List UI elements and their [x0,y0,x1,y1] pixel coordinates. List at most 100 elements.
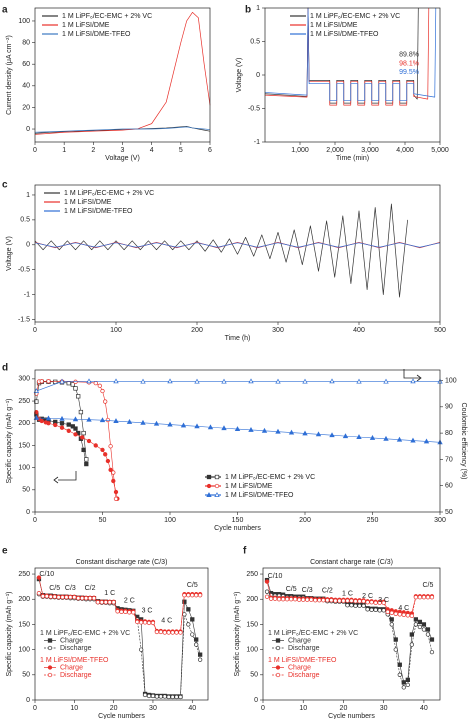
data-point [113,418,119,423]
legend-label: 1 M LiPF₆/EC-EMC + 2% VC [64,190,154,197]
data-point [84,461,89,467]
annotation: C/5 [187,582,198,589]
y-tick-label: 100 [18,18,30,25]
data-point [78,409,84,415]
annotation: 4 C [398,605,409,612]
x-axis-label: Cycle numbers [98,713,145,719]
x-tick-label: 20 [110,705,118,712]
data-point [180,422,187,428]
data-point [389,622,394,627]
y-tick-label: 100 [18,464,30,471]
data-point [86,416,92,422]
y2-tick-label: 50 [445,509,453,516]
data-point [113,378,119,384]
data-point [345,598,350,603]
data-point [83,596,89,601]
data-point [174,694,179,700]
legend-group-title: 1 M LiFSI/DME-TFEO [40,657,109,664]
data-point [280,597,286,602]
data-point [139,620,144,625]
x-tick-label: 10 [299,705,307,712]
data-point [174,630,179,635]
data-point [84,457,89,462]
data-point [417,595,423,600]
data-point [73,426,78,431]
data-point [248,378,254,384]
y-axis-label: Specific capacity (mAh g⁻¹) [6,399,13,484]
data-point [115,609,120,614]
y-axis-label: Specific capacity (mAh g⁻¹) [6,592,13,677]
data-point [297,597,302,602]
data-point [329,432,335,438]
data-point [68,595,73,600]
legend-marker [275,665,281,670]
data-point [377,608,382,613]
data-point [153,420,160,426]
x-tick-label: 10 [70,705,78,712]
data-point [369,607,374,612]
data-point [105,458,111,464]
data-point [389,610,394,615]
data-point [261,427,268,433]
y-axis-label: Voltage (V) [236,58,243,93]
data-point [393,637,398,642]
data-point [272,596,278,601]
data-point [182,599,187,604]
y-tick-label: -1 [254,139,260,146]
data-point [131,610,136,615]
annotation: C/10 [39,571,54,578]
data-point [325,598,330,603]
x-tick-label: 50 [99,517,107,524]
data-point [361,603,366,608]
annotation: 89.8% [399,52,419,59]
data-point [221,425,227,431]
series-line [36,381,117,499]
y-axis-label: Specific capacity (mAh g⁻¹) [234,592,241,677]
data-point [45,415,52,421]
y-tick-label: 0 [26,242,30,249]
x-tick-label: 300 [434,517,446,524]
data-point [197,652,203,657]
data-point [81,447,86,453]
data-point [182,612,187,617]
legend-group-title: 1 M LiPF₆/EC-EMC + 2% VC [40,630,130,637]
data-point [353,603,358,608]
x-axis-label: Voltage (V) [105,155,140,162]
data-point [413,595,419,600]
annotation: C/3 [65,585,76,592]
x-tick-label: 0 [33,705,37,712]
legend-marker [47,672,53,678]
data-point [381,608,386,613]
data-point [80,435,85,440]
data-point [150,693,156,699]
x-tick-label: 100 [164,517,176,524]
data-point [410,378,416,384]
data-point [44,594,49,599]
legend-marker [47,665,53,670]
series-line [34,242,441,248]
legend-label: 1 M LiFSI/DME-TFEO [64,208,133,215]
data-point [405,613,410,618]
data-point [341,598,346,603]
y-tick-label: 50 [22,672,30,679]
data-point [194,593,199,598]
panel: f Constant charge rate (C/3) 0 10 20 30 40 0 50 1… [234,546,441,719]
panel-letter: b [245,5,251,16]
data-point [66,428,71,433]
data-point [302,378,308,384]
data-point [36,575,42,580]
data-point [73,386,78,391]
data-point [178,630,183,635]
data-point [313,598,318,603]
data-point [108,444,113,449]
series-line [264,7,419,104]
data-point [409,632,414,637]
x-tick-label: 2,000 [326,147,344,154]
y-tick-label: -1 [24,291,30,298]
data-point [53,422,58,428]
y-tick-label: 0 [26,126,30,133]
annotation: C/5 [286,586,297,593]
x-tick-label: 20 [340,705,348,712]
data-point [342,433,349,439]
data-point [302,430,308,436]
